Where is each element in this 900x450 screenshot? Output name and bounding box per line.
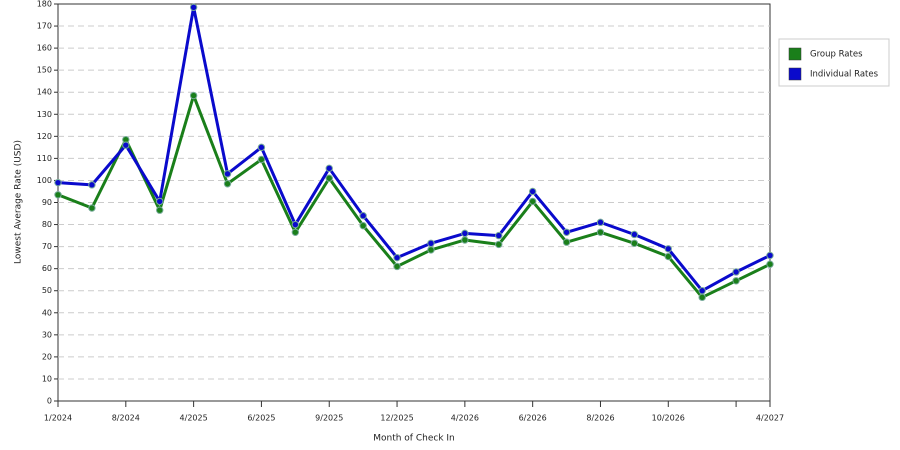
- y-tick-label: 0: [47, 397, 52, 406]
- legend-label: Group Rates: [810, 50, 863, 60]
- point: [156, 206, 164, 214]
- y-tick-label: 120: [37, 132, 52, 141]
- x-tick-label: 1/2024: [44, 414, 72, 423]
- point: [732, 277, 740, 285]
- y-tick-label: 80: [42, 220, 52, 229]
- point: [664, 252, 672, 261]
- point: [664, 245, 672, 253]
- y-tick-label: 110: [37, 154, 52, 163]
- x-tick-label: 8/2024: [112, 414, 140, 423]
- x-tick-label: 10/2026: [652, 414, 685, 423]
- x-tick-label: 12/2025: [380, 414, 413, 423]
- point: [461, 229, 469, 238]
- point: [766, 251, 774, 260]
- point: [189, 91, 198, 100]
- point: [698, 293, 706, 302]
- point: [291, 228, 300, 236]
- point: [461, 236, 469, 244]
- y-tick-label: 50: [42, 286, 52, 295]
- x-axis-title: Month of Check In: [373, 434, 455, 444]
- series-line: [57, 94, 771, 299]
- point: [54, 178, 62, 187]
- y-tick-label: 70: [42, 242, 52, 251]
- point: [88, 204, 96, 212]
- x-tick-label: 4/2027: [756, 414, 784, 423]
- point: [766, 260, 774, 268]
- x-tick-label: 6/2025: [247, 414, 275, 423]
- point: [562, 238, 571, 246]
- y-axis-title: Lowest Average Rate (USD): [14, 140, 24, 264]
- point: [528, 197, 537, 206]
- x-tick-label: 4/2026: [451, 414, 479, 423]
- y-tick-label: 60: [42, 264, 52, 273]
- series-line: [57, 5, 771, 293]
- point: [88, 181, 96, 189]
- point: [495, 240, 503, 249]
- point: [257, 143, 266, 152]
- point: [223, 180, 232, 188]
- point: [596, 228, 605, 236]
- point: [325, 164, 333, 173]
- y-tick-label: 150: [37, 66, 52, 75]
- point: [223, 170, 232, 178]
- point: [427, 246, 435, 254]
- point: [393, 262, 401, 271]
- point: [596, 218, 605, 227]
- point: [122, 141, 130, 149]
- x-tick-label: 9/2025: [315, 414, 343, 423]
- point: [427, 239, 435, 248]
- point: [630, 230, 639, 239]
- point: [528, 187, 537, 196]
- point: [495, 231, 503, 240]
- point: [54, 191, 62, 199]
- x-tick-label: 6/2026: [519, 414, 547, 423]
- point: [189, 3, 198, 12]
- y-tick-label: 180: [37, 0, 52, 9]
- y-tick-label: 20: [42, 352, 52, 361]
- point: [732, 268, 740, 276]
- legend-label: Individual Rates: [810, 70, 879, 80]
- y-tick-label: 170: [37, 22, 52, 31]
- point: [257, 155, 266, 164]
- point: [562, 228, 571, 236]
- point: [359, 221, 367, 230]
- point: [630, 239, 639, 248]
- legend-swatch: [788, 47, 802, 61]
- y-tick-label: 140: [37, 88, 52, 97]
- y-tick-label: 40: [42, 308, 52, 317]
- x-tick-label: 4/2025: [180, 414, 208, 423]
- y-tick-label: 90: [42, 198, 52, 207]
- point: [156, 197, 164, 206]
- y-tick-label: 10: [42, 374, 52, 383]
- y-tick-label: 130: [37, 110, 52, 119]
- legend-swatch: [788, 67, 802, 81]
- point: [291, 220, 300, 229]
- y-tick-label: 100: [37, 176, 52, 185]
- y-tick-label: 160: [37, 44, 52, 53]
- y-tick-label: 30: [42, 330, 52, 339]
- point: [359, 212, 367, 220]
- point: [393, 253, 401, 262]
- x-tick-label: 8/2026: [586, 414, 614, 423]
- point: [698, 287, 706, 295]
- point: [325, 174, 333, 182]
